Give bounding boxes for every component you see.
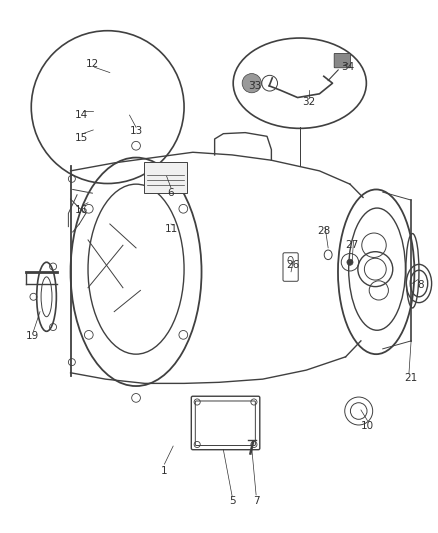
Text: 11: 11	[164, 224, 177, 235]
Text: 33: 33	[248, 81, 261, 91]
Text: 21: 21	[404, 373, 418, 383]
Text: 34: 34	[341, 62, 354, 72]
FancyBboxPatch shape	[334, 53, 350, 68]
Text: 27: 27	[346, 240, 359, 251]
Text: 16: 16	[75, 205, 88, 215]
FancyBboxPatch shape	[144, 162, 187, 193]
Text: 13: 13	[129, 126, 143, 136]
Circle shape	[347, 259, 353, 265]
Text: 8: 8	[417, 280, 424, 290]
Text: 15: 15	[75, 133, 88, 143]
Text: 28: 28	[317, 227, 330, 237]
Text: 7: 7	[253, 496, 259, 506]
Text: 19: 19	[25, 330, 39, 341]
Circle shape	[242, 74, 261, 93]
Circle shape	[31, 31, 184, 183]
Text: 12: 12	[86, 59, 99, 69]
Text: 10: 10	[361, 421, 374, 431]
Text: 32: 32	[302, 97, 315, 107]
Ellipse shape	[233, 38, 366, 128]
Text: 26: 26	[286, 260, 300, 270]
Text: 14: 14	[75, 110, 88, 120]
Text: 6: 6	[168, 188, 174, 198]
Text: 1: 1	[161, 466, 168, 476]
Text: 5: 5	[229, 496, 235, 506]
